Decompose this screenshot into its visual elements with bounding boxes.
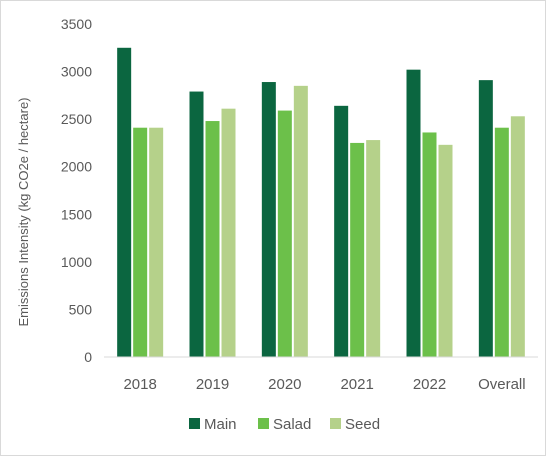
y-tick-label: 2000 — [61, 159, 92, 175]
bar-seed-2020 — [293, 85, 308, 357]
bar-salad-2019 — [205, 121, 220, 357]
legend-label-seed: Seed — [345, 416, 380, 433]
y-tick-label: 1500 — [61, 206, 92, 222]
bar-seed-2022 — [438, 144, 453, 357]
bar-salad-2020 — [277, 110, 292, 357]
legend-swatch-seed — [330, 418, 341, 429]
x-tick-label: 2020 — [268, 376, 301, 393]
bar-main-2022 — [406, 69, 421, 357]
bar-seed-overall — [510, 116, 525, 357]
bar-salad-2021 — [350, 142, 365, 357]
bar-seed-2018 — [149, 127, 164, 357]
bar-salad-overall — [494, 127, 509, 357]
y-axis-ticks: 0 500 1000 1500 2000 2500 3000 3500 — [61, 16, 92, 365]
y-tick-label: 1000 — [61, 254, 92, 270]
legend-label-main: Main — [204, 416, 237, 433]
legend: Main Salad Seed — [189, 416, 380, 433]
x-tick-label: 2019 — [196, 376, 229, 393]
y-tick-label: 500 — [69, 301, 93, 317]
bar-salad-2018 — [133, 127, 148, 357]
bars — [117, 47, 525, 358]
x-axis-ticks: 2018 2019 2020 2021 2022 Overall — [123, 376, 525, 393]
y-tick-label: 3500 — [61, 16, 92, 32]
bar-main-overall — [478, 80, 493, 358]
bar-main-2021 — [334, 105, 349, 357]
legend-swatch-salad — [258, 418, 269, 429]
bar-main-2019 — [189, 91, 204, 358]
y-axis-title-group: Emissions Intensity (kg CO2e / hectare) — [16, 97, 31, 326]
x-tick-label: 2018 — [123, 376, 156, 393]
bar-main-2020 — [261, 82, 276, 357]
bar-seed-2019 — [221, 108, 236, 357]
y-tick-label: 3000 — [61, 64, 92, 80]
y-tick-label: 0 — [84, 349, 92, 365]
x-tick-label: 2021 — [340, 376, 373, 393]
y-tick-label: 2500 — [61, 111, 92, 127]
x-tick-label: Overall — [478, 376, 526, 393]
legend-label-salad: Salad — [273, 416, 311, 433]
legend-swatch-main — [189, 418, 200, 429]
bar-salad-2022 — [422, 132, 437, 357]
x-tick-label: 2022 — [413, 376, 446, 393]
bar-main-2018 — [117, 47, 132, 358]
bar-seed-2021 — [366, 140, 381, 357]
y-axis-title: Emissions Intensity (kg CO2e / hectare) — [16, 97, 31, 326]
